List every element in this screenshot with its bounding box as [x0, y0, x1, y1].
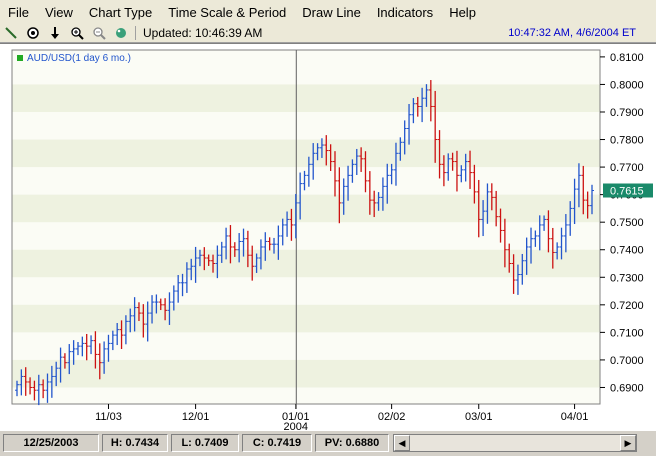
y-tick-label: 0.7300: [610, 272, 644, 284]
toolbar-separator: [135, 26, 136, 40]
last-price-label: 0.7615: [610, 185, 644, 197]
grid-band: [12, 139, 600, 168]
y-tick-label: 0.7000: [610, 355, 644, 367]
horizontal-scrollbar[interactable]: ◀ ▶: [393, 434, 637, 452]
y-tick-label: 0.8000: [610, 79, 644, 91]
y-tick-label: 0.7700: [610, 162, 644, 174]
price-chart[interactable]: 0.6900 0.7000 0.7100 0.7200 0.7300 0.7400 0.75…: [0, 44, 656, 433]
scroll-left-icon[interactable]: ◀: [394, 435, 410, 451]
chart-area[interactable]: 0.6900 0.7000 0.7100 0.7200 0.7300 0.7400 0.75…: [0, 43, 656, 433]
current-datetime: 10:47:32 AM, 4/6/2004 ET: [508, 27, 636, 39]
menu-time-scale-period[interactable]: Time Scale & Period: [168, 5, 287, 20]
grid-band: [12, 359, 600, 388]
y-tick-label: 0.6900: [610, 382, 644, 394]
menu-file[interactable]: File: [8, 5, 29, 20]
x-tick-label: 04/01: [561, 411, 589, 423]
zoom-out-icon[interactable]: [88, 25, 110, 41]
grid-band: [12, 194, 600, 223]
arrow-down-icon[interactable]: [44, 25, 66, 41]
y-tick-label: 0.7800: [610, 135, 644, 147]
x-tick-label: 02/02: [378, 411, 406, 423]
draw-line-icon[interactable]: [0, 25, 22, 41]
menu-indicators[interactable]: Indicators: [376, 5, 434, 20]
menu-chart-type[interactable]: Chart Type: [88, 5, 153, 20]
crosshair-icon[interactable]: [22, 25, 44, 41]
y-tick-label: 0.7400: [610, 245, 644, 257]
menu-view[interactable]: View: [44, 5, 73, 20]
status-high: H: 0.7434: [102, 434, 168, 452]
x-tick-label: 11/03: [95, 411, 122, 423]
zoom-in-icon[interactable]: [66, 25, 88, 41]
x-tick-label: 03/01: [465, 411, 493, 423]
color-palette-icon[interactable]: [110, 25, 132, 41]
y-tick-label: 0.7900: [610, 107, 644, 119]
x-tick-label: 12/01: [182, 411, 210, 423]
y-tick-label: 0.8100: [610, 52, 644, 64]
menu-draw-line[interactable]: Draw Line: [302, 5, 361, 20]
menu-bar: File View Chart Type Time Scale & Period…: [0, 0, 656, 25]
status-pv: PV: 0.6880: [315, 434, 389, 452]
y-tick-label: 0.7100: [610, 327, 644, 339]
toolbar: Updated: 10:46:39 AM 10:47:32 AM, 4/6/20…: [0, 24, 656, 43]
last-price-marker: [603, 183, 653, 198]
status-date: 12/25/2003: [3, 434, 99, 452]
x-tick-label: 01/01: [282, 411, 310, 423]
legend-label: AUD/USD(1 day 6 mo.): [27, 53, 131, 64]
updated-time: Updated: 10:46:39 AM: [143, 26, 263, 40]
grid-band: [12, 249, 600, 278]
grid-band: [12, 84, 600, 112]
status-low: L: 0.7409: [171, 434, 239, 452]
grid-band: [12, 304, 600, 333]
plot-frame: [11, 49, 601, 405]
scroll-right-icon[interactable]: ▶: [620, 435, 636, 451]
legend-swatch: [17, 55, 23, 61]
status-close: C: 0.7419: [242, 434, 312, 452]
y-tick-label: 0.7200: [610, 300, 644, 312]
status-bar: 12/25/2003 H: 0.7434 L: 0.7409 C: 0.7419…: [0, 432, 656, 454]
menu-help[interactable]: Help: [449, 5, 476, 20]
x-tick-sublabel: 2004: [284, 421, 308, 431]
y-tick-label: 0.7500: [610, 217, 644, 229]
